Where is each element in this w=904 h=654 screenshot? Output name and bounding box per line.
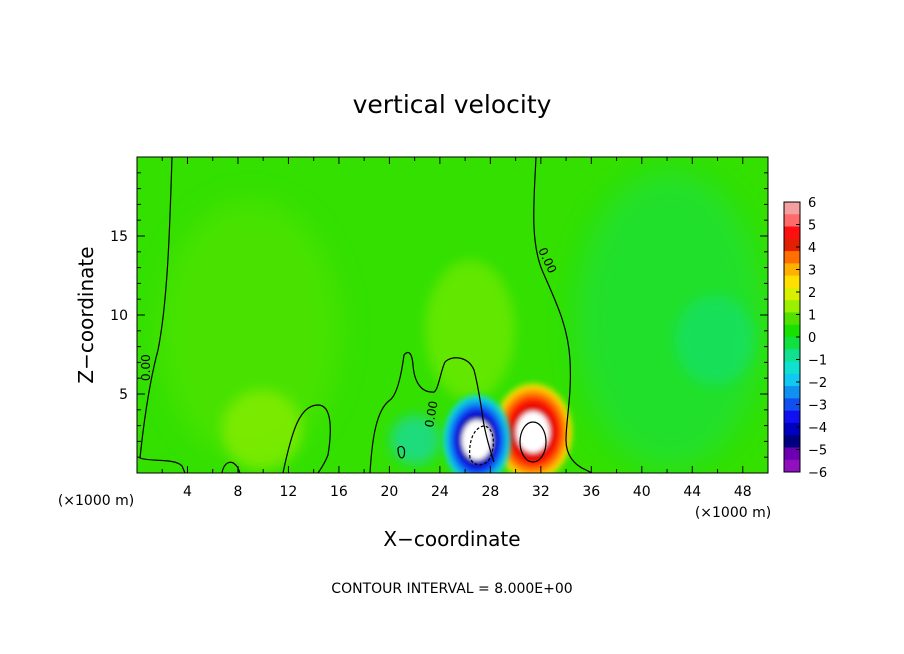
colorbar-tick-label: −4: [808, 421, 827, 436]
x-tick-label: 20: [380, 484, 398, 500]
colorbar-swatch: [784, 275, 800, 289]
x-axis-label: X−coordinate: [383, 527, 520, 551]
contour-left: [139, 157, 186, 473]
contour-blob: [397, 445, 406, 459]
colorbar-tick-label: −5: [808, 444, 827, 459]
colorbar-tick-label: 2: [808, 286, 816, 301]
colorbar-tick-label: −2: [808, 376, 827, 391]
colorbar-swatch: [784, 214, 800, 228]
y-axis-label: Z−coordinate: [74, 246, 98, 383]
colorbar-swatch: [784, 447, 800, 461]
colorbar-tick-label: −6: [808, 466, 827, 481]
contour-small-2: [282, 404, 331, 473]
x-tick-label: 48: [734, 484, 752, 500]
weak-downdraft-region-right: [575, 170, 765, 470]
colorbar-swatch: [784, 410, 800, 424]
plot-area: 0.00 0.00 0.00: [137, 157, 768, 473]
colorbar-tick-label: 3: [808, 264, 816, 279]
colorbar-swatch: [784, 238, 800, 252]
y-tick-label: 15: [110, 229, 128, 245]
x-tick-label: 24: [431, 484, 449, 500]
colorbar-swatch: [784, 337, 800, 350]
contour-right: [533, 157, 593, 473]
colorbar-swatch: [784, 202, 800, 215]
colorbar-swatch: [784, 398, 800, 412]
colorbar-swatch: [784, 251, 800, 264]
colorbar-tick-label: 0: [808, 331, 816, 346]
colorbar-swatch: [784, 422, 800, 436]
contour-label-left: 0.00: [139, 354, 153, 381]
x-tick-label: 4: [183, 484, 192, 500]
weak-updraft-low-left: [222, 390, 302, 470]
weak-updraft-mid: [425, 260, 515, 400]
weak-downdraft-core-right: [675, 295, 755, 385]
colorbar-swatch: [784, 312, 800, 326]
x-tick-label: 16: [330, 484, 348, 500]
colorbar-swatch: [784, 226, 800, 240]
colorbar-swatch: [784, 263, 800, 277]
colorbar-swatch: [784, 324, 800, 338]
colorbar-tick-label: −1: [808, 354, 827, 369]
x-ticks: 4 8 12 16 20 24 28 32 36 40 44 48: [161, 157, 752, 500]
x-tick-label: 44: [683, 484, 701, 500]
contour-downdraft-core: [469, 425, 494, 466]
contour-interval-note: CONTOUR INTERVAL = 8.000E+00: [331, 581, 572, 597]
chart-title: vertical velocity: [353, 90, 552, 119]
x-unit-left: (×1000 m): [58, 493, 134, 509]
contour-label-mid: 0.00: [422, 400, 440, 429]
x-tick-label: 8: [233, 484, 242, 500]
colorbar-swatch: [784, 373, 800, 387]
downdraft-core: [441, 392, 513, 473]
colorbar-tick-label: 1: [808, 309, 816, 324]
colorbar-tick-label: 6: [808, 196, 816, 211]
colorbar-swatch: [784, 386, 800, 399]
colorbar-tick-label: 4: [808, 241, 816, 256]
colorbar-swatch: [784, 300, 800, 313]
colorbar-swatch: [784, 361, 800, 375]
weak-downdraft-low: [390, 415, 440, 465]
weak-updraft-region-left: [160, 200, 340, 460]
colorbar-swatch: [784, 435, 800, 448]
x-tick-label: 36: [582, 484, 600, 500]
colorbar-swatch: [784, 287, 800, 301]
y-tick-label: 5: [119, 387, 128, 403]
y-ticks: 5 10 15: [110, 172, 768, 458]
x-tick-label: 40: [633, 484, 651, 500]
contour-updraft-core: [519, 421, 547, 463]
zero-contours: [139, 157, 593, 473]
colorbar-swatch: [784, 459, 800, 473]
x-tick-label: 28: [481, 484, 499, 500]
colorbar-tick-label: 5: [808, 219, 816, 234]
colorbar-swatch: [784, 349, 800, 363]
colorbar: 6 5 4 3 2 1 0 −1 −2 −3 −4 −5 −6: [783, 196, 827, 481]
x-tick-label: 12: [280, 484, 298, 500]
x-tick-label: 32: [532, 484, 550, 500]
y-tick-label: 10: [110, 308, 128, 324]
colorbar-tick-label: −3: [808, 399, 827, 414]
x-unit-right: (×1000 m): [695, 505, 771, 521]
contour-mid: [369, 351, 495, 473]
